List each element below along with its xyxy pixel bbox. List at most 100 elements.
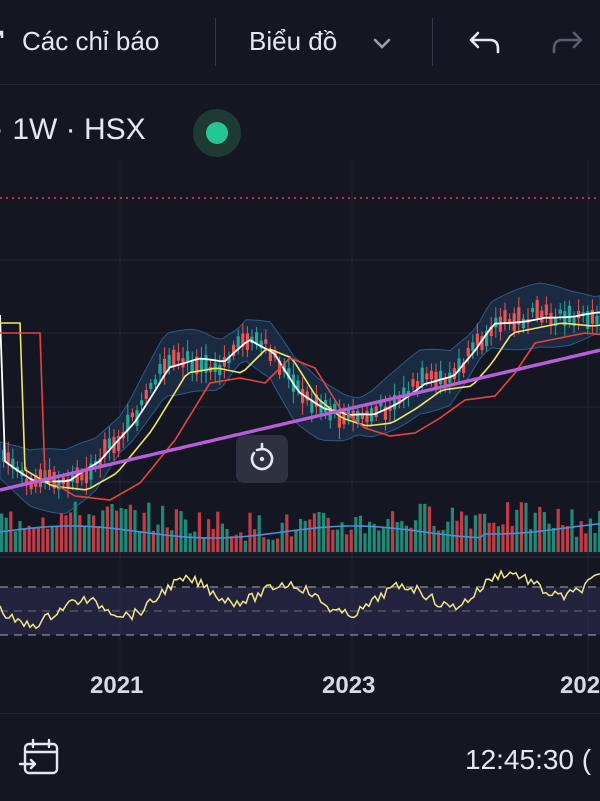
volume-bar (197, 512, 201, 552)
candle-body (397, 395, 401, 404)
candle-body (199, 358, 203, 372)
candle-body (89, 463, 93, 480)
candle-body (172, 349, 176, 367)
volume-bar (257, 515, 261, 552)
candle-body (227, 356, 231, 364)
candle-body (117, 435, 121, 452)
bottom-bar: 12:45:30 ( (0, 713, 600, 801)
volume-bar (446, 521, 450, 552)
chevron-down-icon[interactable] (365, 24, 399, 60)
undo-icon[interactable] (464, 22, 504, 62)
volume-bar (32, 527, 36, 552)
candle-body (324, 400, 328, 412)
volume-bar (216, 511, 220, 552)
ma-200-line (0, 348, 600, 492)
candle-body (259, 340, 263, 349)
candle-body (6, 452, 10, 464)
volume-bar (179, 511, 183, 552)
volume-bar (92, 515, 96, 552)
candle-body (452, 368, 456, 380)
indicators-button[interactable]: Các chỉ báo (22, 26, 160, 56)
volume-bar (151, 530, 155, 552)
volume-bar (501, 524, 505, 552)
redo-icon[interactable] (548, 22, 588, 62)
volume-bar (593, 533, 597, 552)
x-axis-label: 2021 (90, 672, 143, 699)
volume-bar (538, 506, 542, 552)
volume-bar (547, 523, 551, 552)
candle-body (66, 478, 70, 489)
volume-bar (331, 529, 335, 552)
volume-bar (368, 521, 372, 552)
volume-bar (506, 502, 510, 552)
volume-bar (496, 526, 500, 552)
volume-bar (161, 505, 165, 552)
volume-bar (23, 529, 27, 552)
volume-bar (510, 525, 514, 552)
volume-bar (395, 522, 399, 552)
volume-bar (193, 531, 197, 552)
candle-body (301, 388, 305, 404)
candle-body (475, 333, 479, 346)
clock-time[interactable]: 12:45:30 ( (465, 744, 592, 775)
volume-bar (400, 521, 404, 552)
volume-bar (234, 534, 238, 552)
volume-bar (464, 515, 468, 552)
volume-bar (165, 527, 169, 552)
chart-type-button[interactable]: Biểu đồ (249, 26, 338, 56)
volume-bar (50, 526, 54, 552)
volume-bar (36, 527, 40, 552)
rotate-icon (250, 442, 274, 471)
candle-body (250, 336, 254, 344)
volume-bar (345, 534, 349, 552)
volume-bar (46, 528, 50, 552)
candle-body (356, 410, 360, 424)
candle-body (333, 403, 337, 414)
volume-bar (55, 526, 59, 552)
reset-chart-button[interactable] (236, 435, 288, 483)
candle-body (485, 330, 489, 347)
volume-bar (225, 528, 229, 552)
volume-bar (414, 520, 418, 552)
market-status-indicator (193, 109, 241, 157)
candle-body (57, 479, 61, 490)
candle-body (393, 394, 397, 410)
volume-bar (437, 530, 441, 552)
market-open-dot (206, 122, 228, 144)
volume-bar (432, 525, 436, 552)
volume-bar (266, 539, 270, 552)
candle-body (337, 410, 341, 428)
volume-bar (289, 536, 293, 552)
symbol-interval-exchange[interactable]: · 1W · HSX (0, 113, 146, 146)
volume-bar (87, 514, 91, 552)
volume-bar (308, 519, 312, 552)
top-toolbar: Các chỉ báo Biểu đồ (0, 0, 600, 85)
candle-body (434, 371, 438, 388)
volume-bar (78, 515, 82, 552)
candle-body (98, 458, 102, 468)
price-chart[interactable]: 2021 2023 202 (0, 160, 600, 713)
volume-bar (170, 530, 174, 552)
calendar-goto-icon[interactable] (18, 735, 62, 779)
chart-canvas[interactable]: 2021 2023 202 (0, 160, 600, 713)
volume-bar (9, 511, 13, 552)
volume-bar (239, 532, 243, 552)
indicator-icon[interactable] (0, 22, 12, 62)
candle-body (586, 311, 590, 329)
candle-body (577, 310, 581, 319)
volume-bar (391, 511, 395, 552)
volume-bar (358, 515, 362, 552)
candle-body (503, 310, 507, 324)
volume-bar (105, 506, 109, 552)
volume-bar (570, 509, 574, 552)
candle-body (439, 370, 443, 385)
volume-bar (312, 513, 316, 552)
candle-body (563, 311, 567, 326)
volume-bar (128, 504, 132, 552)
candle-body (480, 336, 484, 351)
volume-bar (4, 517, 8, 552)
candle-body (48, 469, 52, 479)
candle-body (2, 449, 6, 462)
toolbar-divider (432, 18, 433, 66)
volume-bar (0, 513, 4, 552)
